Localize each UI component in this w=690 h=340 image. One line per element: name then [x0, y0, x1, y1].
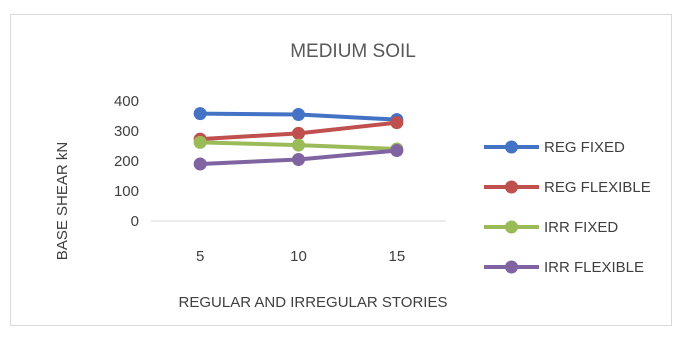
y-tick-label: 0 [131, 213, 139, 230]
y-tick-labels: 0 100 200 300 400 [114, 93, 139, 230]
legend-label: IRR FIXED [544, 219, 618, 236]
data-point [193, 135, 207, 149]
data-point [292, 153, 305, 166]
x-tick-label: 5 [196, 248, 204, 265]
data-point [390, 144, 404, 157]
data-point [292, 126, 305, 140]
legend-label: REG FIXED [544, 139, 625, 156]
x-tick-labels: 5 10 15 [196, 248, 405, 265]
x-axis-label: REGULAR AND IRREGULAR STORIES [179, 294, 448, 311]
y-axis-label: BASE SHEAR kN [54, 142, 71, 260]
data-point [193, 157, 207, 171]
legend-marker [505, 180, 518, 194]
y-tick-label: 200 [114, 153, 139, 170]
series-layer [193, 107, 404, 171]
line-chart: MEDIUM SOIL BASE SHEAR kN REGULAR AND IR… [54, 41, 651, 311]
x-tick-label: 15 [388, 248, 405, 265]
data-point [390, 116, 404, 130]
legend-marker [505, 140, 518, 154]
chart-frame: MEDIUM SOIL BASE SHEAR kN REGULAR AND IR… [10, 14, 672, 326]
legend-label: IRR FLEXIBLE [544, 259, 644, 276]
y-tick-label: 300 [114, 123, 139, 140]
data-point [193, 107, 207, 121]
chart-title: MEDIUM SOIL [290, 41, 416, 62]
legend: REG FIXED REG FLEXIBLE IRR FIXED IRR FLEXIB… [484, 139, 651, 276]
data-point [292, 108, 305, 121]
y-tick-label: 400 [114, 93, 139, 110]
data-point [292, 138, 305, 152]
legend-marker [505, 220, 518, 234]
legend-marker [505, 260, 518, 274]
x-tick-label: 10 [290, 248, 307, 265]
legend-label: REG FLEXIBLE [544, 179, 651, 196]
y-tick-label: 100 [114, 183, 139, 200]
